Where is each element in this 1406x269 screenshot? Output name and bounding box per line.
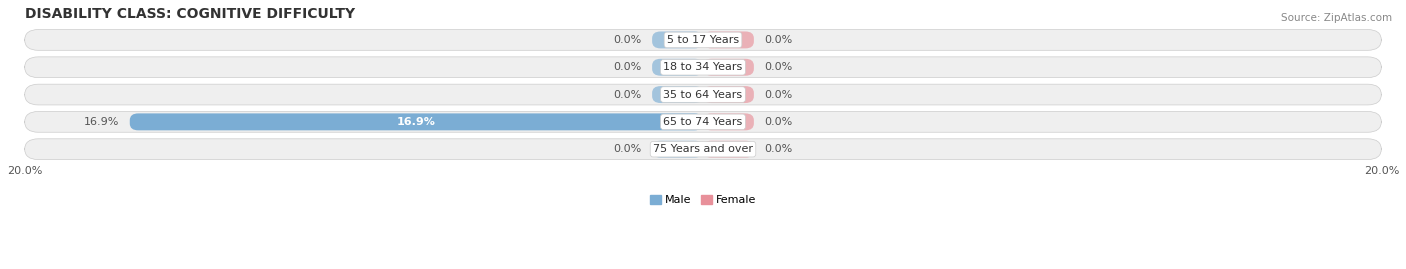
FancyBboxPatch shape bbox=[129, 114, 703, 130]
FancyBboxPatch shape bbox=[703, 86, 754, 103]
Text: 0.0%: 0.0% bbox=[613, 90, 643, 100]
FancyBboxPatch shape bbox=[652, 86, 703, 103]
Text: Source: ZipAtlas.com: Source: ZipAtlas.com bbox=[1281, 13, 1392, 23]
Text: 16.9%: 16.9% bbox=[84, 117, 120, 127]
Text: DISABILITY CLASS: COGNITIVE DIFFICULTY: DISABILITY CLASS: COGNITIVE DIFFICULTY bbox=[25, 7, 354, 21]
Text: 0.0%: 0.0% bbox=[613, 62, 643, 72]
FancyBboxPatch shape bbox=[25, 139, 1381, 160]
FancyBboxPatch shape bbox=[703, 59, 754, 76]
Text: 0.0%: 0.0% bbox=[613, 35, 643, 45]
Text: 35 to 64 Years: 35 to 64 Years bbox=[664, 90, 742, 100]
Text: 75 Years and over: 75 Years and over bbox=[652, 144, 754, 154]
Text: 0.0%: 0.0% bbox=[763, 35, 793, 45]
FancyBboxPatch shape bbox=[652, 141, 703, 158]
Text: 5 to 17 Years: 5 to 17 Years bbox=[666, 35, 740, 45]
FancyBboxPatch shape bbox=[652, 31, 703, 48]
Text: 16.9%: 16.9% bbox=[396, 117, 436, 127]
FancyBboxPatch shape bbox=[25, 84, 1381, 105]
FancyBboxPatch shape bbox=[703, 141, 754, 158]
FancyBboxPatch shape bbox=[25, 111, 1381, 132]
Text: 0.0%: 0.0% bbox=[763, 144, 793, 154]
FancyBboxPatch shape bbox=[703, 114, 754, 130]
Text: 0.0%: 0.0% bbox=[763, 90, 793, 100]
Text: 0.0%: 0.0% bbox=[763, 117, 793, 127]
Text: 0.0%: 0.0% bbox=[763, 62, 793, 72]
FancyBboxPatch shape bbox=[703, 31, 754, 48]
FancyBboxPatch shape bbox=[652, 59, 703, 76]
Text: 0.0%: 0.0% bbox=[613, 144, 643, 154]
Text: 65 to 74 Years: 65 to 74 Years bbox=[664, 117, 742, 127]
Text: 18 to 34 Years: 18 to 34 Years bbox=[664, 62, 742, 72]
FancyBboxPatch shape bbox=[25, 30, 1381, 50]
Legend: Male, Female: Male, Female bbox=[650, 195, 756, 205]
FancyBboxPatch shape bbox=[25, 57, 1381, 78]
